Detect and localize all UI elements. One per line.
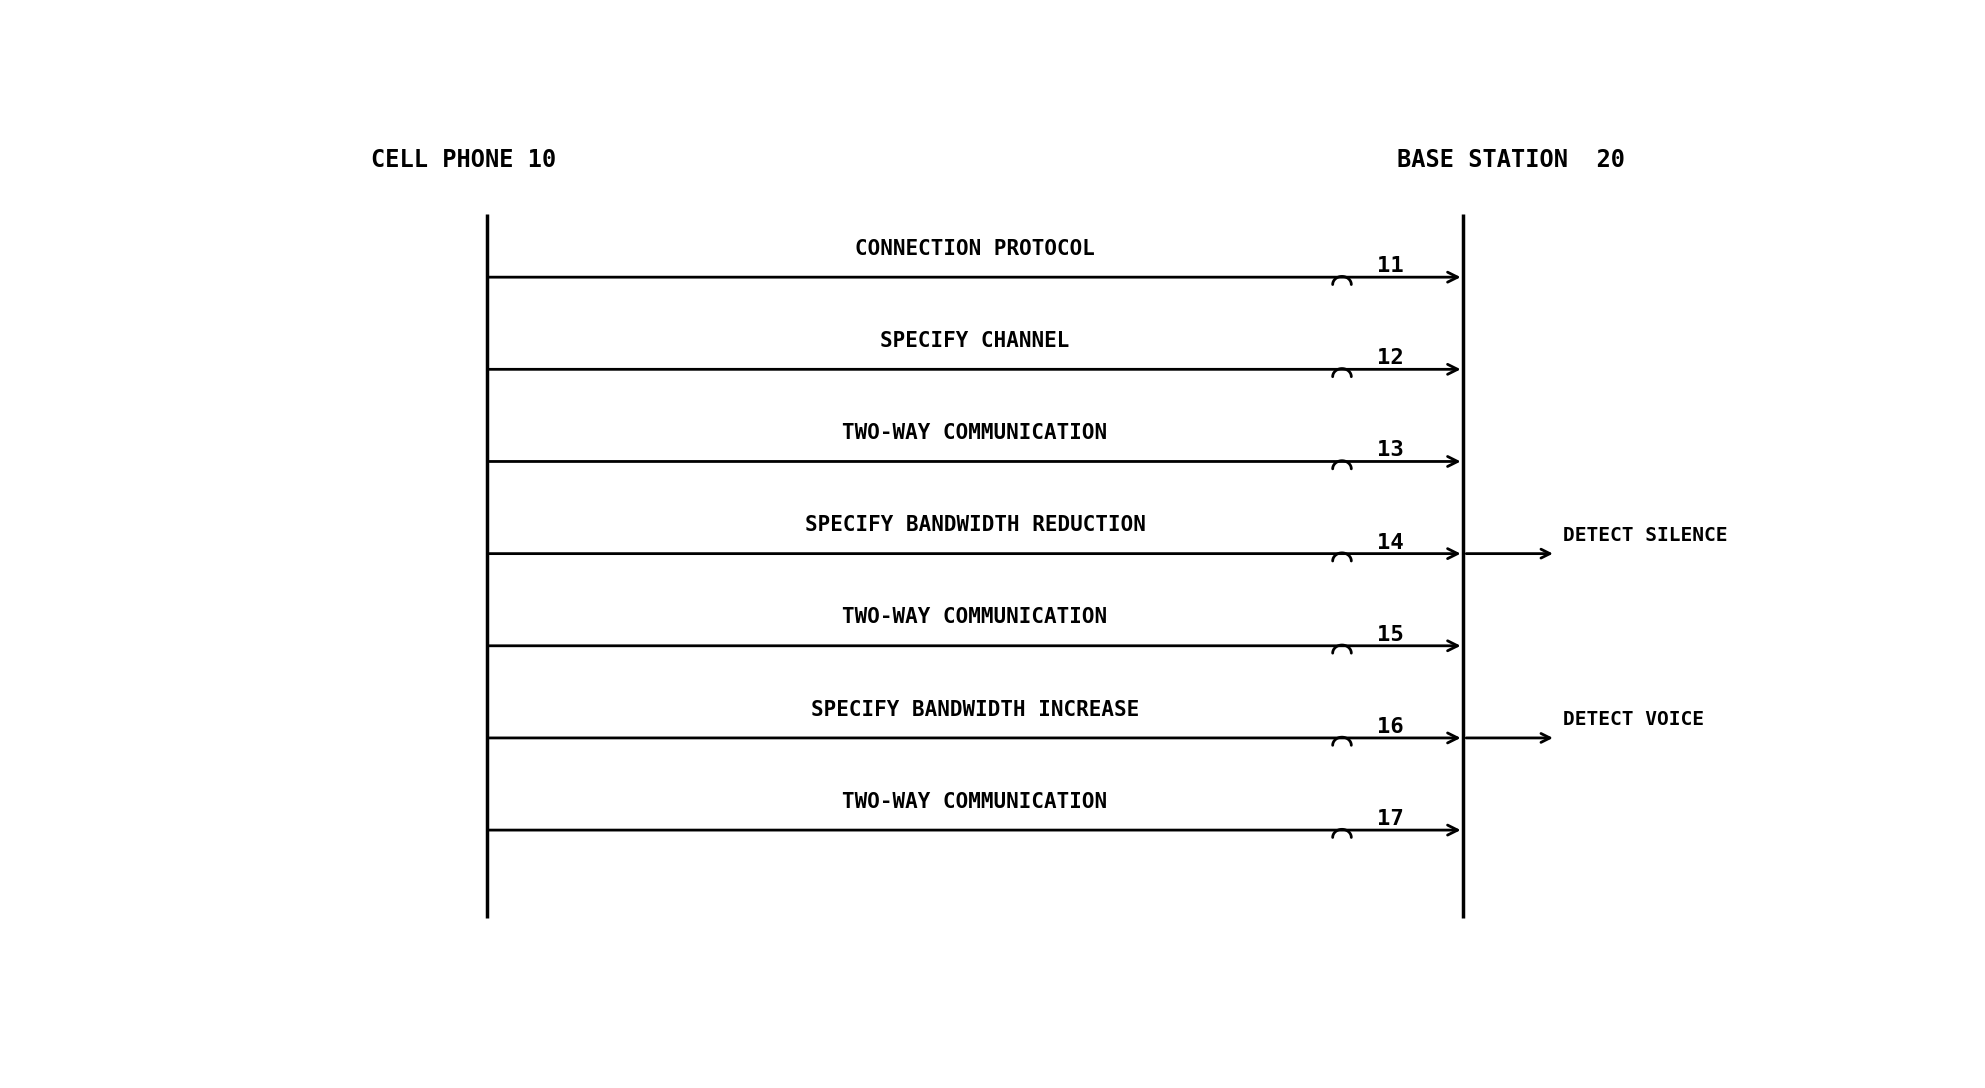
Text: 16: 16 (1378, 717, 1403, 737)
Text: 12: 12 (1378, 348, 1403, 368)
Text: 14: 14 (1378, 532, 1403, 553)
Text: TWO-WAY COMMUNICATION: TWO-WAY COMMUNICATION (842, 792, 1108, 812)
Text: CELL PHONE 10: CELL PHONE 10 (371, 148, 556, 172)
Text: 13: 13 (1378, 441, 1403, 460)
Text: TWO-WAY COMMUNICATION: TWO-WAY COMMUNICATION (842, 607, 1108, 628)
Text: DETECT VOICE: DETECT VOICE (1564, 710, 1705, 729)
Text: 17: 17 (1378, 809, 1403, 829)
Text: TWO-WAY COMMUNICATION: TWO-WAY COMMUNICATION (842, 423, 1108, 443)
Text: SPECIFY CHANNEL: SPECIFY CHANNEL (879, 331, 1070, 351)
Text: 11: 11 (1378, 256, 1403, 276)
Text: SPECIFY BANDWIDTH REDUCTION: SPECIFY BANDWIDTH REDUCTION (804, 516, 1145, 535)
Text: 15: 15 (1378, 625, 1403, 645)
Text: DETECT SILENCE: DETECT SILENCE (1564, 526, 1727, 545)
Text: BASE STATION  20: BASE STATION 20 (1397, 148, 1626, 172)
Text: SPECIFY BANDWIDTH INCREASE: SPECIFY BANDWIDTH INCREASE (812, 700, 1139, 719)
Text: CONNECTION PROTOCOL: CONNECTION PROTOCOL (856, 238, 1096, 259)
